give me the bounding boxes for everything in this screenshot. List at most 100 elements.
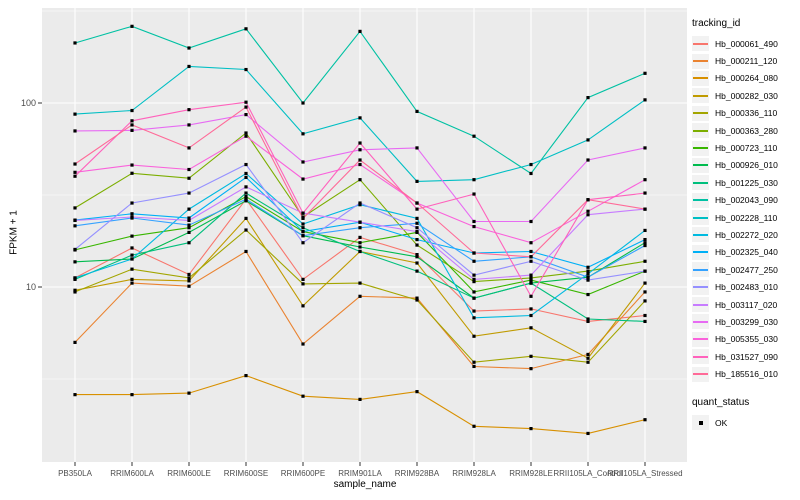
data-point bbox=[643, 146, 647, 150]
legend-key-line bbox=[693, 94, 708, 97]
data-point bbox=[472, 273, 476, 277]
data-point bbox=[130, 108, 134, 113]
legend-item-Hb_000061_490: Hb_000061_490 bbox=[692, 35, 798, 52]
data-point bbox=[358, 29, 362, 33]
data-point bbox=[529, 354, 533, 358]
data-point bbox=[187, 276, 191, 280]
data-point bbox=[586, 138, 590, 142]
legend-item-Hb_003299_030: Hb_003299_030 bbox=[692, 313, 798, 330]
legend-key-swatch bbox=[692, 415, 709, 430]
data-point bbox=[472, 296, 476, 300]
data-point bbox=[244, 100, 248, 104]
data-point bbox=[130, 201, 134, 205]
data-point bbox=[130, 212, 134, 216]
data-point bbox=[301, 241, 305, 245]
data-point bbox=[187, 64, 191, 69]
data-point bbox=[130, 246, 134, 250]
data-point bbox=[187, 108, 191, 112]
legend-key-swatch bbox=[692, 123, 709, 139]
data-point bbox=[472, 219, 476, 224]
data-point bbox=[643, 98, 647, 102]
data-point bbox=[415, 216, 419, 220]
data-point bbox=[244, 27, 248, 31]
legend-color-items: Hb_000061_490 Hb_000211_120 Hb_000264_080 H… bbox=[692, 35, 798, 383]
data-point bbox=[187, 272, 191, 277]
data-point bbox=[187, 123, 191, 127]
data-point bbox=[472, 424, 476, 428]
data-point bbox=[586, 292, 590, 297]
legend-key-line bbox=[693, 77, 708, 80]
legend-key-line bbox=[693, 251, 708, 254]
legend-key-line bbox=[693, 129, 708, 132]
data-point bbox=[187, 218, 191, 223]
data-point bbox=[358, 241, 362, 245]
data-point bbox=[73, 224, 77, 228]
legend-key-line bbox=[693, 216, 708, 219]
legend-key-line bbox=[693, 112, 708, 115]
legend-item-Hb_003117_020: Hb_003117_020 bbox=[692, 296, 798, 313]
data-point bbox=[244, 194, 248, 199]
data-point bbox=[73, 276, 77, 280]
data-point bbox=[358, 294, 362, 298]
data-point bbox=[187, 241, 191, 245]
data-point bbox=[130, 215, 134, 219]
data-point bbox=[73, 206, 77, 210]
legend-key-swatch bbox=[692, 262, 709, 278]
data-point bbox=[301, 211, 305, 215]
data-point bbox=[415, 261, 419, 265]
data-point bbox=[472, 290, 476, 294]
data-point bbox=[358, 116, 362, 120]
legend-item-label: Hb_002043_090 bbox=[715, 195, 778, 206]
legend-item-Hb_000723_110: Hb_000723_110 bbox=[692, 139, 798, 156]
data-point bbox=[586, 95, 590, 100]
legend-item-Hb_002043_090: Hb_002043_090 bbox=[692, 192, 798, 209]
data-point bbox=[187, 391, 191, 395]
data-point bbox=[244, 191, 248, 195]
legend-key-line bbox=[693, 199, 708, 202]
data-point bbox=[472, 192, 476, 196]
data-point bbox=[586, 352, 590, 357]
data-point bbox=[301, 160, 305, 164]
data-point bbox=[187, 176, 191, 180]
legend-item-Hb_000926_010: Hb_000926_010 bbox=[692, 157, 798, 174]
data-point bbox=[643, 178, 647, 182]
data-point bbox=[73, 290, 77, 294]
data-point bbox=[130, 234, 134, 238]
data-point bbox=[358, 162, 362, 167]
data-point bbox=[244, 67, 248, 72]
legend-key-swatch bbox=[692, 192, 709, 208]
data-point bbox=[73, 129, 77, 133]
data-point bbox=[187, 146, 191, 150]
legend-item-Hb_001225_030: Hb_001225_030 bbox=[692, 174, 798, 191]
data-point bbox=[586, 431, 590, 436]
data-point bbox=[472, 316, 476, 320]
x-tick-label: RRIM600LA bbox=[110, 469, 154, 478]
data-point bbox=[415, 179, 419, 183]
legend-panel: tracking_id Hb_000061_490 Hb_000211_120 Hb… bbox=[692, 18, 798, 431]
legend-key-swatch bbox=[692, 210, 709, 226]
data-point bbox=[472, 279, 476, 284]
data-point bbox=[586, 317, 590, 321]
data-point bbox=[301, 234, 305, 238]
legend-item-label: Hb_001225_030 bbox=[715, 177, 778, 188]
data-point bbox=[130, 171, 134, 175]
data-point bbox=[358, 203, 362, 207]
data-point bbox=[358, 226, 362, 230]
data-point bbox=[130, 24, 134, 28]
legend-key-swatch bbox=[692, 366, 709, 382]
legend-key-line bbox=[693, 355, 708, 358]
data-point bbox=[643, 228, 647, 233]
legend-item-label: Hb_003117_020 bbox=[715, 299, 778, 310]
data-point bbox=[244, 216, 248, 220]
data-point bbox=[358, 201, 362, 205]
data-point bbox=[643, 241, 647, 245]
data-point bbox=[586, 275, 590, 279]
data-point bbox=[415, 201, 419, 205]
data-point bbox=[415, 269, 419, 273]
x-tick-label: RRIM928LE bbox=[509, 469, 553, 478]
data-point bbox=[301, 277, 305, 281]
legend-key-line bbox=[693, 320, 708, 323]
data-point bbox=[472, 224, 476, 229]
legend-item-label: Hb_002272_020 bbox=[715, 229, 778, 240]
